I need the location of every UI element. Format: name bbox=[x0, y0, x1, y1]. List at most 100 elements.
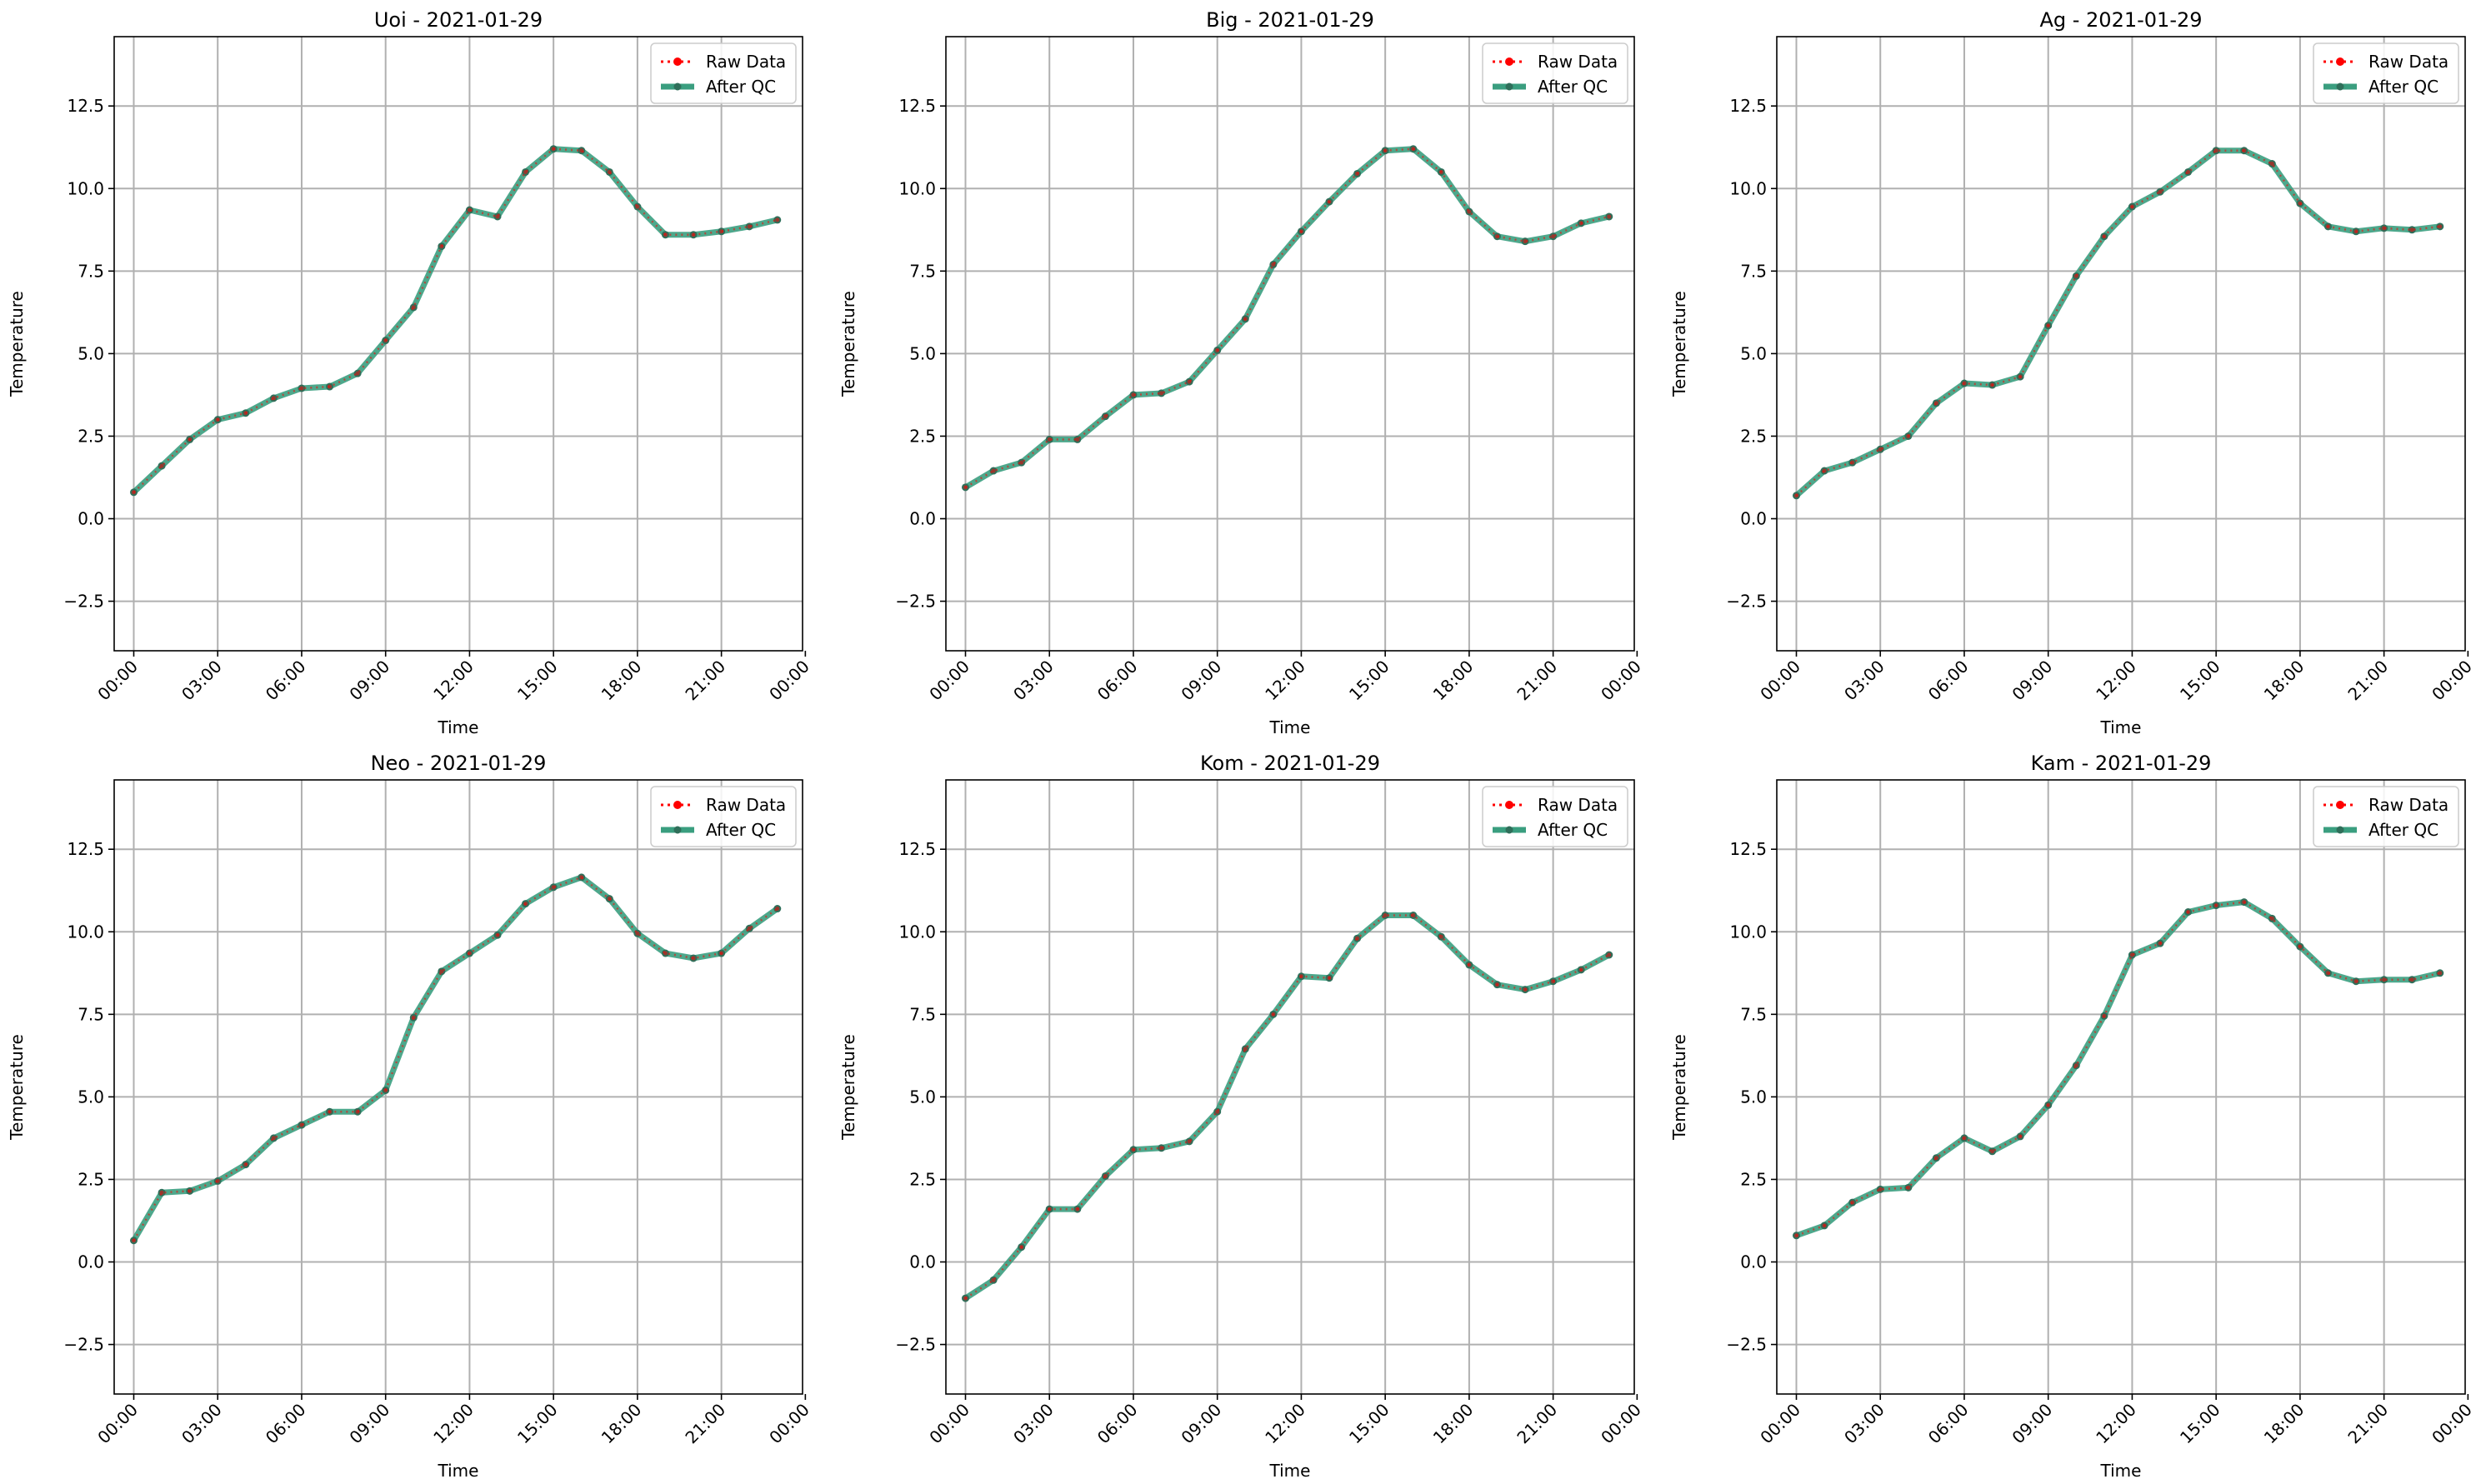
x-axis-label: Time bbox=[2100, 717, 2142, 737]
x-tick-label: 00:00 bbox=[765, 657, 813, 705]
y-tick-label: 12.5 bbox=[1729, 839, 1767, 859]
legend-raw-label: Raw Data bbox=[1538, 795, 1618, 815]
y-tick-label: 2.5 bbox=[909, 1169, 936, 1189]
raw-data-point bbox=[328, 1109, 333, 1114]
raw-data-point bbox=[775, 907, 780, 912]
raw-data-point bbox=[663, 232, 668, 237]
x-tick-label: 09:00 bbox=[1178, 657, 1226, 705]
y-tick-label: −2.5 bbox=[63, 592, 104, 612]
plot-frame bbox=[945, 36, 1635, 652]
raw-data-point bbox=[159, 1190, 164, 1195]
legend: Raw Data After QC bbox=[1482, 42, 1628, 104]
plot-frame bbox=[1776, 36, 2466, 652]
raw-data-point bbox=[2438, 971, 2443, 976]
legend-raw-marker bbox=[673, 57, 682, 66]
raw-data-point bbox=[607, 169, 612, 174]
raw-data-point bbox=[2382, 977, 2387, 982]
raw-data-point bbox=[439, 244, 444, 249]
legend-qc-label: After QC bbox=[2368, 77, 2438, 97]
y-axis-label: Temperature bbox=[7, 291, 27, 397]
raw-data-point bbox=[1962, 1136, 1967, 1141]
raw-data-point bbox=[1822, 468, 1827, 473]
raw-data-point bbox=[663, 951, 668, 956]
x-tick-label: 03:00 bbox=[1009, 1400, 1058, 1448]
raw-data-point bbox=[2186, 169, 2191, 174]
chart-title: Kom - 2021-01-29 bbox=[1200, 752, 1380, 775]
x-tick-label: 18:00 bbox=[1429, 657, 1478, 705]
x-tick-label: 06:00 bbox=[1924, 1400, 1973, 1448]
y-tick-label: 2.5 bbox=[1740, 426, 1767, 446]
raw-data-point bbox=[1131, 1147, 1136, 1152]
x-tick-label: 21:00 bbox=[681, 657, 729, 705]
raw-data-point bbox=[1878, 1187, 1883, 1192]
x-tick-label: 00:00 bbox=[1597, 657, 1645, 705]
raw-data-point bbox=[132, 1238, 137, 1243]
raw-data-point bbox=[1047, 1207, 1052, 1212]
raw-data-point bbox=[2213, 903, 2218, 908]
raw-data-point bbox=[635, 931, 640, 936]
raw-data-point bbox=[2129, 204, 2134, 209]
legend: Raw Data After QC bbox=[650, 786, 797, 847]
x-tick-label: 09:00 bbox=[1178, 1400, 1226, 1448]
raw-data-point bbox=[2409, 977, 2414, 982]
raw-data-point bbox=[1990, 382, 1995, 387]
raw-data-point bbox=[1494, 234, 1499, 239]
chart-panel-3: 00:00 03:00 06:00 09:00 12:00 15:00 18:00 21:00… bbox=[1669, 8, 2476, 737]
y-tick-label: 2.5 bbox=[909, 426, 936, 446]
y-tick-label: 2.5 bbox=[78, 426, 104, 446]
y-tick-label: 7.5 bbox=[1740, 1004, 1767, 1024]
raw-data-point bbox=[1271, 1012, 1276, 1017]
plot-frame bbox=[113, 36, 803, 652]
raw-data-point bbox=[1794, 1233, 1799, 1238]
raw-data-point bbox=[1906, 433, 1911, 438]
series-raw-data-line bbox=[1795, 149, 2440, 497]
y-tick-label: 10.0 bbox=[67, 178, 104, 198]
raw-data-point bbox=[299, 1122, 304, 1127]
raw-data-point bbox=[1794, 493, 1799, 498]
x-tick-label: 00:00 bbox=[1756, 657, 1804, 705]
raw-data-point bbox=[2046, 323, 2051, 328]
y-tick-label: 10.0 bbox=[1729, 922, 1767, 942]
y-tick-label: 10.0 bbox=[1729, 178, 1767, 198]
raw-data-point bbox=[188, 1188, 193, 1193]
raw-data-point bbox=[1411, 912, 1416, 917]
raw-data-point bbox=[2073, 273, 2078, 278]
chart-title: Ag - 2021-01-29 bbox=[2039, 8, 2202, 32]
raw-data-point bbox=[243, 1162, 248, 1167]
raw-data-point bbox=[1215, 1109, 1220, 1114]
raw-data-point bbox=[1933, 401, 1938, 406]
raw-data-point bbox=[1411, 147, 1416, 152]
raw-data-point bbox=[1607, 214, 1612, 219]
raw-data-point bbox=[2102, 234, 2107, 239]
legend: Raw Data After QC bbox=[650, 42, 797, 104]
raw-data-point bbox=[215, 417, 220, 422]
raw-data-point bbox=[495, 932, 500, 937]
raw-data-point bbox=[1438, 169, 1443, 174]
raw-data-point bbox=[1990, 1149, 1995, 1154]
series-after-qc-line bbox=[963, 912, 1611, 1302]
y-tick-label: 0.0 bbox=[909, 1252, 936, 1272]
x-tick-label: 06:00 bbox=[262, 1400, 310, 1448]
legend: Raw Data After QC bbox=[2313, 786, 2459, 847]
raw-data-point bbox=[1019, 460, 1024, 465]
x-tick-label: 18:00 bbox=[598, 657, 646, 705]
raw-data-point bbox=[2298, 944, 2303, 949]
x-tick-label: 06:00 bbox=[1924, 657, 1973, 705]
raw-data-point bbox=[355, 371, 360, 376]
legend-qc-label: After QC bbox=[706, 77, 776, 97]
y-tick-label: 12.5 bbox=[898, 839, 936, 859]
raw-data-point bbox=[271, 1136, 276, 1141]
raw-data-point bbox=[991, 468, 996, 473]
x-axis-label: Time bbox=[438, 717, 479, 737]
legend: Raw Data After QC bbox=[2313, 42, 2459, 104]
y-tick-label: 12.5 bbox=[67, 96, 104, 116]
raw-data-point bbox=[1383, 912, 1388, 917]
y-tick-label: 0.0 bbox=[1740, 1252, 1767, 1272]
chart-title: Uoi - 2021-01-29 bbox=[374, 8, 543, 32]
raw-data-point bbox=[2073, 1063, 2078, 1068]
x-tick-label: 15:00 bbox=[2176, 657, 2224, 705]
raw-data-point bbox=[2186, 909, 2191, 914]
plot-frame bbox=[945, 779, 1635, 1395]
raw-data-point bbox=[495, 214, 500, 219]
legend-raw-marker bbox=[2336, 801, 2344, 809]
